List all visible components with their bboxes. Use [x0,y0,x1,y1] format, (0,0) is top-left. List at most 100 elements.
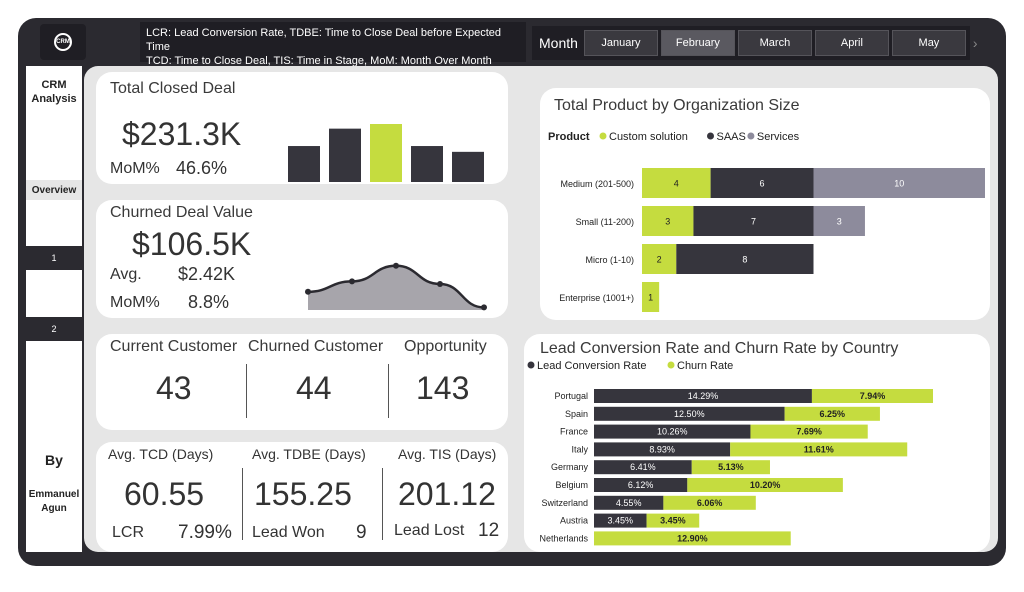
total-closed-sparkbar [288,124,484,182]
author-first-name: Emmanuel [28,489,80,500]
country-bar-label-1-1: 6.25% [820,409,846,419]
country-bar-label-4-1: 5.13% [718,462,744,472]
country-bar-label-0-1: 7.94% [860,391,886,401]
legend-line-2: TCD: Time to Close Deal, TIS: Time in St… [146,55,492,67]
current-customer-value: 43 [156,370,192,406]
country-bar-label-1-0: 12.50% [674,409,705,419]
logo-text: CRM [56,39,70,45]
author-last-name: Agun [41,503,67,514]
country-bar-5-1[interactable] [687,478,843,492]
lead-lost-value: 12 [478,520,500,541]
country-label-7: Austria [560,516,588,526]
org-legend-swatch-0 [599,132,607,140]
customer-summary-card[interactable]: Current Customer 43 Churned Customer 44 … [96,334,508,430]
country-bar-2-0[interactable] [594,424,751,439]
country-bar-1-1[interactable] [784,406,880,421]
country-bar-0-0[interactable] [594,389,812,403]
country-bar-3-0[interactable] [594,442,731,457]
churned-avg-value: $2.42K [178,264,236,284]
org-bar-label-1-1: 7 [751,217,756,227]
org-bar-0-1[interactable] [710,168,814,198]
org-bar-0-2[interactable] [813,168,986,198]
country-bar-8-1[interactable] [594,531,791,546]
country-bar-5-0[interactable] [594,478,688,492]
month-option-january[interactable]: January [583,30,658,56]
org-bar-3-0[interactable] [642,282,660,312]
avg-tis-value: 201.12 [398,476,496,512]
churned-deal-value-card[interactable]: Churned Deal Value $106.5K Avg. $2.42K M… [96,200,508,318]
country-bar-7-0[interactable] [594,513,647,528]
avg-tcd-value: 60.55 [124,476,205,512]
org-legend-label-0: Custom solution [609,131,688,143]
org-bar-2-0[interactable] [642,244,677,274]
org-legend-swatch-1 [707,132,714,140]
churned-avg-label: Avg. [110,266,142,283]
churned-customer-label: Churned Customer [248,338,384,355]
sparkline-point-4 [481,304,487,311]
country-label-4: Germany [551,462,589,472]
org-bar-2-1[interactable] [676,244,814,274]
country-bar-4-0[interactable] [594,460,692,475]
org-legend-label-2: Services [757,131,800,143]
month-option-february[interactable]: February [660,30,735,56]
country-bar-label-6-0: 4.55% [616,498,642,508]
churned-mom-label: MoM% [110,294,160,311]
org-bar-1-2[interactable] [813,206,865,236]
org-bar-label-0-2: 10 [894,179,904,189]
country-bar-3-1[interactable] [730,442,908,457]
country-bar-label-2-0: 10.26% [657,427,688,437]
country-bar-label-7-0: 3.45% [608,516,634,526]
lead-conversion-churn-card[interactable]: Lead Conversion Rate and Churn Rate by C… [524,334,990,552]
time-metrics-card[interactable]: Avg. TCD (Days) 60.55 LCR 7.99% Avg. TDB… [96,442,508,552]
org-bar-label-1-0: 3 [665,217,670,227]
org-bar-0-0[interactable] [642,168,711,198]
month-slicer: Month January February March April May › [532,26,978,60]
avg-tis-label: Avg. TIS (Days) [398,446,497,462]
month-slicer-label: Month [539,35,578,51]
opportunity-value: 143 [416,370,470,406]
month-option-april[interactable]: April [814,30,889,56]
country-bar-6-0[interactable] [594,495,664,510]
nav-page-1-button[interactable]: 1 [26,246,82,270]
country-bar-label-8-1: 12.90% [677,533,708,543]
org-bar-1-0[interactable] [642,206,694,236]
org-legend-swatch-2 [747,132,755,140]
legend-line-1: LCR: Lead Conversion Rate, TDBE: Time to… [146,27,502,53]
org-category-label-0: Medium (201-500) [560,179,634,189]
country-label-5: Belgium [555,480,588,490]
org-bar-label-3-0: 1 [648,293,653,303]
nav-page-2-button[interactable]: 2 [26,317,82,341]
country-bar-6-1[interactable] [663,495,756,510]
divider [382,468,383,540]
country-legend-label-1: Churn Rate [677,360,733,372]
country-label-6: Switzerland [541,498,588,508]
country-bar-7-1[interactable] [646,513,700,528]
total-closed-mom-label: MoM% [110,160,160,177]
churned-deal-value: $106.5K [132,226,252,262]
org-bar-1-1[interactable] [693,206,814,236]
product-by-org-size-card[interactable]: Total Product by Organization Size Produc… [540,88,990,320]
opportunity-label: Opportunity [404,338,487,355]
country-bar-1-0[interactable] [594,406,785,421]
lead-lost-label: Lead Lost [394,522,465,539]
org-bar-label-0-1: 6 [760,179,765,189]
country-bar-0-1[interactable] [811,389,934,403]
total-closed-deal-card[interactable]: Total Closed Deal $231.3K MoM% 46.6% [96,72,508,184]
nav-overview-button[interactable]: Overview [26,180,82,200]
country-label-8: Netherlands [539,533,588,543]
country-label-3: Italy [571,444,588,454]
churned-customer-value: 44 [296,370,332,406]
sparkbar-2 [370,124,402,182]
sparkline-area [308,265,484,310]
org-legend-label-1: SAAS [717,131,746,143]
chevron-right-icon[interactable]: › [972,35,978,51]
avg-tdbe-label: Avg. TDBE (Days) [252,446,366,462]
sparkbar-3 [411,146,443,182]
org-category-label-2: Micro (1-10) [585,255,634,265]
country-bar-4-1[interactable] [691,460,770,475]
sparkline-point-2 [393,262,399,269]
month-option-may[interactable]: May [891,30,966,56]
country-bar-2-1[interactable] [750,424,868,439]
month-option-march[interactable]: March [737,30,812,56]
org-chart-title: Total Product by Organization Size [554,97,800,114]
